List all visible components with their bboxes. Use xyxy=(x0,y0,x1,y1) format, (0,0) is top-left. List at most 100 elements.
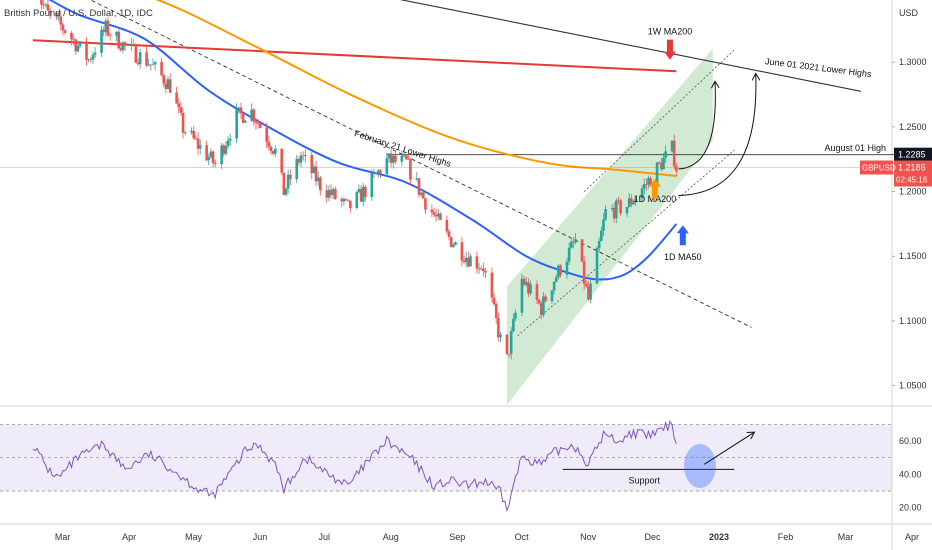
candle xyxy=(452,242,455,249)
candle xyxy=(151,58,155,66)
candle xyxy=(542,292,545,318)
time-tick-label: 2023 xyxy=(709,532,729,542)
candle xyxy=(312,164,316,174)
candle xyxy=(595,246,599,284)
candle xyxy=(70,31,73,46)
candle xyxy=(634,195,637,206)
time-tick-label: Mar xyxy=(838,532,854,542)
time-tick-label: Apr xyxy=(905,532,919,542)
candle xyxy=(314,160,318,186)
candle xyxy=(239,102,243,120)
time-tick-label: Dec xyxy=(644,532,661,542)
price-tag-symbol: GBPUSD xyxy=(862,164,896,173)
candle xyxy=(273,145,277,157)
candle xyxy=(550,290,554,305)
candle xyxy=(63,29,67,35)
candle xyxy=(672,134,676,170)
candle xyxy=(447,228,451,241)
candle xyxy=(213,159,217,168)
candle xyxy=(572,237,575,249)
candle xyxy=(316,171,320,187)
candle xyxy=(194,135,198,140)
candle xyxy=(325,184,329,203)
candle xyxy=(477,263,481,274)
candle xyxy=(198,139,202,155)
candle xyxy=(301,151,305,161)
candle xyxy=(522,275,526,287)
label-august-high: August 01 High xyxy=(824,143,886,153)
rsi-highlight-circle xyxy=(683,444,716,488)
price-tick-label: 1.2500 xyxy=(899,122,927,132)
candle xyxy=(544,293,547,303)
candle xyxy=(331,187,335,200)
candle xyxy=(48,7,52,19)
candle xyxy=(597,237,601,253)
candle xyxy=(40,0,43,10)
candle xyxy=(600,226,603,242)
candle xyxy=(497,312,500,342)
candle xyxy=(632,199,635,205)
arrow-1d-ma200 xyxy=(648,178,661,199)
candle xyxy=(436,208,440,221)
symbol-tag-bg xyxy=(860,160,893,175)
candle xyxy=(391,155,395,169)
candle xyxy=(162,73,166,88)
candle xyxy=(409,157,412,186)
candle xyxy=(224,141,228,156)
price-tick-label: 1.0500 xyxy=(899,381,927,391)
time-axis: Mar Apr May Jun Jul Aug Sep Oct Nov Dec 2023 Feb Mar… xyxy=(55,532,919,542)
candle xyxy=(394,150,397,165)
label-1w-ma200: 1W MA200 xyxy=(648,26,693,36)
moving-averages xyxy=(32,0,678,281)
candle xyxy=(104,18,108,37)
candle xyxy=(304,149,307,163)
candle xyxy=(42,0,45,10)
candle xyxy=(467,251,470,268)
candle xyxy=(370,169,374,201)
candle xyxy=(490,267,494,303)
candle xyxy=(237,107,241,114)
candle xyxy=(106,16,110,38)
candle xyxy=(355,191,359,210)
support-label: Support xyxy=(628,475,660,485)
channel-dotted-upper xyxy=(583,49,735,192)
candle xyxy=(642,178,646,195)
rsi-projection-arrow xyxy=(704,433,753,465)
candle xyxy=(55,12,58,20)
candle xyxy=(469,253,472,267)
candle xyxy=(183,130,187,136)
candle xyxy=(85,37,88,66)
candle xyxy=(660,157,663,172)
rsi-tick-label: 20.00 xyxy=(899,503,922,513)
candle xyxy=(252,108,256,127)
candle xyxy=(604,205,607,221)
candle xyxy=(587,281,590,301)
candle xyxy=(258,121,262,129)
time-tick-label: Mar xyxy=(55,532,71,542)
candle xyxy=(374,172,378,175)
candle xyxy=(344,198,348,202)
candle xyxy=(630,194,633,208)
candle xyxy=(181,108,185,139)
candle xyxy=(419,191,423,197)
candle xyxy=(585,280,588,288)
candle xyxy=(484,267,487,279)
candle xyxy=(430,204,434,217)
candle xyxy=(615,198,618,224)
price-tag-countdown: 02:45:16 xyxy=(896,176,928,185)
candle xyxy=(121,41,125,54)
candle xyxy=(115,31,118,41)
price-tick-label: 1.2000 xyxy=(899,187,927,197)
candle xyxy=(46,0,50,11)
candle xyxy=(662,152,665,170)
candle xyxy=(406,152,410,160)
price-tick-label: 1.1000 xyxy=(899,316,927,326)
candle xyxy=(454,241,457,246)
candle xyxy=(524,277,528,287)
candle xyxy=(134,43,138,64)
candle xyxy=(117,29,120,50)
candle xyxy=(402,149,406,158)
candle xyxy=(372,168,376,179)
candle xyxy=(364,184,367,202)
